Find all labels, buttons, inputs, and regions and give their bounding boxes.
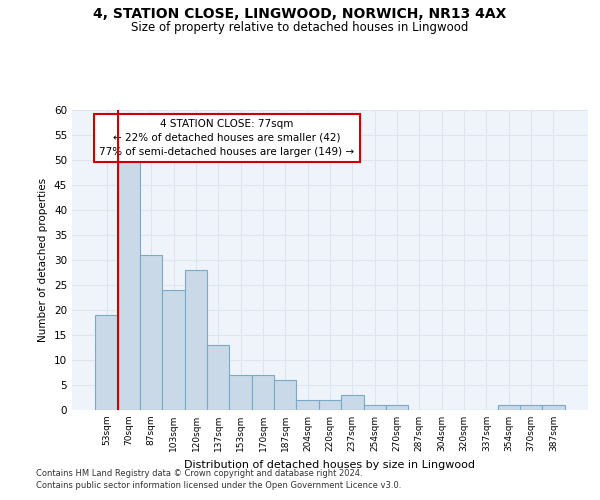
Bar <box>542 405 565 410</box>
Y-axis label: Number of detached properties: Number of detached properties <box>38 178 49 342</box>
Bar <box>229 375 252 410</box>
Text: Contains public sector information licensed under the Open Government Licence v3: Contains public sector information licen… <box>36 481 401 490</box>
Bar <box>140 255 163 410</box>
Text: 4, STATION CLOSE, LINGWOOD, NORWICH, NR13 4AX: 4, STATION CLOSE, LINGWOOD, NORWICH, NR1… <box>94 8 506 22</box>
Bar <box>118 160 140 410</box>
Bar <box>341 395 364 410</box>
Bar <box>252 375 274 410</box>
Bar <box>163 290 185 410</box>
Bar <box>319 400 341 410</box>
X-axis label: Distribution of detached houses by size in Lingwood: Distribution of detached houses by size … <box>185 460 476 469</box>
Text: 4 STATION CLOSE: 77sqm
← 22% of detached houses are smaller (42)
77% of semi-det: 4 STATION CLOSE: 77sqm ← 22% of detached… <box>99 119 355 157</box>
Text: Size of property relative to detached houses in Lingwood: Size of property relative to detached ho… <box>131 21 469 34</box>
Bar <box>520 405 542 410</box>
Bar <box>207 345 229 410</box>
Bar <box>386 405 408 410</box>
Bar <box>497 405 520 410</box>
Bar <box>274 380 296 410</box>
Text: Contains HM Land Registry data © Crown copyright and database right 2024.: Contains HM Land Registry data © Crown c… <box>36 468 362 477</box>
Bar <box>95 315 118 410</box>
Bar <box>185 270 207 410</box>
Bar <box>296 400 319 410</box>
Bar <box>364 405 386 410</box>
